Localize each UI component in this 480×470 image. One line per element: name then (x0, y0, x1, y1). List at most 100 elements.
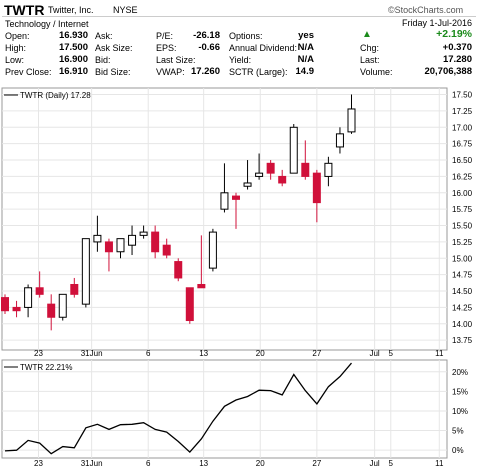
company-name: Twitter, Inc. (48, 5, 94, 15)
chg-label: Chg: (360, 43, 380, 53)
candle-body (312, 172, 321, 204)
pe-label: P/E: (156, 31, 174, 41)
up-arrow-icon: ▲ (362, 29, 372, 40)
candle-body (47, 303, 56, 318)
quote-date: Friday 1-Jul-2016 (401, 18, 472, 28)
perf-y-tick-label: 0% (452, 446, 464, 455)
perf-x-tick-label: 11 (435, 459, 444, 468)
candle-body (70, 284, 79, 295)
perf-x-tick-label: 6 (146, 459, 151, 468)
options-value: yes (298, 30, 314, 41)
exchange: NYSE (113, 5, 138, 15)
perf-y-tick-label: 20% (452, 368, 468, 377)
candle-body (208, 231, 217, 269)
candle-body (266, 162, 275, 174)
price-x-tick-label: 27 (312, 349, 321, 358)
volume-value: 20,706,388 (424, 66, 472, 77)
quote-header: TWTR Twitter, Inc. NYSE ©StockCharts.com… (0, 0, 480, 88)
candle-body (232, 195, 240, 200)
last-label: Last: (360, 55, 380, 65)
price-y-tick-label: 13.75 (452, 336, 473, 345)
price-y-tick-label: 17.50 (452, 91, 473, 100)
ticker-symbol: TWTR (4, 2, 45, 18)
perf-x-tick-label: 31Jun (81, 459, 103, 468)
candle-body (151, 231, 160, 253)
open-value: 16.930 (58, 30, 88, 41)
last-size-label: Last Size: (156, 55, 196, 65)
sector-label: Technology / Internet (5, 19, 89, 29)
high-label: High: (5, 43, 27, 53)
price-x-tick-label: 11 (435, 349, 444, 358)
change-percent: +2.19% (436, 28, 472, 40)
eps-label: EPS: (156, 43, 177, 53)
perf-y-tick-label: 15% (452, 387, 468, 396)
perf-y-tick-label: 10% (452, 407, 468, 416)
candle-body (347, 108, 356, 133)
chg-value: +0.370 (442, 42, 472, 53)
candle-body (243, 182, 252, 187)
price-y-tick-label: 15.50 (452, 222, 473, 231)
candle-body (335, 133, 344, 148)
stockcharts-brand[interactable]: ©StockCharts.com (388, 5, 464, 15)
price-y-tick-label: 16.50 (452, 156, 473, 165)
price-x-tick-label: 20 (256, 349, 265, 358)
candle-body (35, 287, 44, 295)
price-x-tick-label: 6 (146, 349, 151, 358)
candle-body (81, 238, 90, 305)
price-y-tick-label: 14.00 (452, 320, 473, 329)
price-y-tick-label: 16.00 (452, 189, 473, 198)
sctr-value: 14.9 (295, 66, 315, 77)
candle-body (278, 175, 287, 184)
prev-close-label: Prev Close: (5, 67, 52, 77)
header-divider (2, 16, 476, 17)
price-x-tick-label: 5 (389, 349, 394, 358)
price-y-tick-label: 15.00 (452, 254, 473, 263)
perf-chart-title: TWTR 22.21% (20, 363, 72, 372)
price-x-tick-label: 23 (34, 349, 43, 358)
price-y-tick-label: 15.25 (452, 238, 473, 247)
candle-body (174, 261, 183, 279)
perf-x-tick-label: 5 (389, 459, 394, 468)
candle-body (162, 244, 171, 256)
options-label: Options: (229, 31, 263, 41)
pe-value: -26.18 (193, 30, 220, 41)
price-y-tick-label: 14.25 (452, 303, 473, 312)
candle-body (93, 234, 102, 243)
open-label: Open: (5, 31, 30, 41)
candle-body (301, 162, 310, 177)
vwap-label: VWAP: (156, 67, 185, 77)
annual-dividend-label: Annual Dividend: (229, 43, 298, 53)
perf-x-tick-label: Jul (369, 459, 379, 468)
price-x-tick-label: 31Jun (81, 349, 103, 358)
price-y-tick-label: 17.00 (452, 123, 473, 132)
candle-body (255, 172, 264, 177)
candle-body (220, 192, 229, 210)
ask-label: Ask: (95, 31, 113, 41)
volume-label: Volume: (360, 67, 393, 77)
price-y-tick-label: 15.75 (452, 205, 473, 214)
price-y-tick-label: 17.25 (452, 107, 473, 116)
candle-body (128, 234, 137, 246)
candle-body (104, 241, 113, 253)
price-x-tick-label: 13 (199, 349, 208, 358)
prev-close-value: 16.910 (58, 66, 88, 77)
candle-body (139, 231, 148, 236)
bid-label: Bid: (95, 55, 111, 65)
perf-y-tick-label: 5% (452, 427, 464, 436)
bid-size-label: Bid Size: (95, 67, 131, 77)
candle-body (12, 306, 21, 312)
price-y-tick-label: 14.50 (452, 287, 473, 296)
price-x-tick-label: Jul (369, 349, 379, 358)
low-label: Low: (5, 55, 25, 65)
yield-value: N/A (297, 54, 314, 65)
last-value: 17.280 (442, 54, 472, 65)
price-y-tick-label: 16.75 (452, 140, 473, 149)
annual-dividend-value: N/A (297, 42, 314, 53)
perf-x-tick-label: 13 (199, 459, 208, 468)
price-y-tick-label: 16.25 (452, 172, 473, 181)
candle-body (197, 284, 206, 289)
price-y-tick-label: 14.75 (452, 271, 473, 280)
price-plot-frame (1, 87, 448, 351)
vwap-value: 17.260 (190, 66, 220, 77)
